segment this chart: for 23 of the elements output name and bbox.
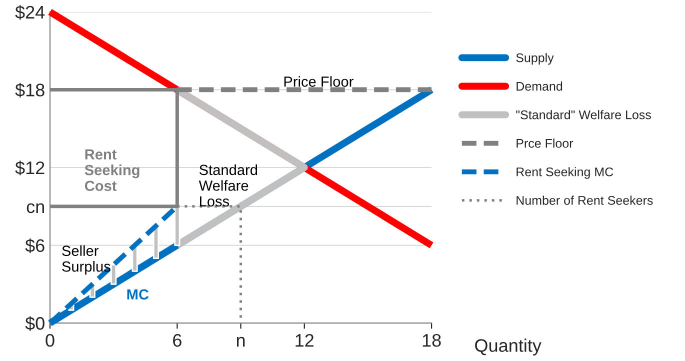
annotation: Standard Welfare Loss	[198, 164, 258, 207]
legend-label: Supply	[516, 53, 554, 65]
annotation: MC	[127, 289, 149, 300]
y-tick-label: $12	[15, 160, 44, 176]
annotation: Rent Seeking Cost	[84, 149, 140, 192]
legend-label: Demand	[516, 82, 562, 91]
x-axis-title: Quantity	[475, 338, 542, 356]
x-tick-label: 12	[296, 334, 314, 347]
y-tick-label: cn	[26, 203, 44, 214]
x-tick-label: n	[236, 336, 245, 347]
annotation: Price Floor	[284, 76, 354, 87]
y-tick-label: $0	[25, 316, 44, 331]
legend-label: Number of Rent Seekers	[516, 196, 653, 205]
y-tick-label: $24	[15, 5, 45, 20]
x-tick-label: 18	[422, 334, 441, 347]
legend-label: Rent Seeking MC	[516, 167, 614, 179]
y-tick-label: $6	[25, 238, 44, 254]
y-tick-label: $18	[15, 82, 44, 98]
x-tick-label: 0	[46, 334, 54, 347]
legend-label: "Standard" Welfare Loss	[516, 110, 651, 120]
x-tick-label: 6	[173, 334, 182, 347]
annotation: Seller Surplus	[62, 245, 110, 275]
legend-label: Prce Floor	[516, 138, 574, 148]
